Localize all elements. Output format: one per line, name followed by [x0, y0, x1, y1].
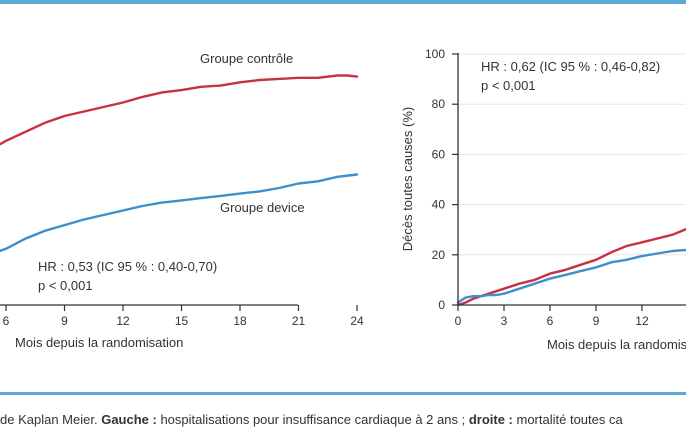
- bottom-rule: [0, 392, 686, 395]
- right-series-line-0: [456, 227, 686, 307]
- right-x-tick-label: 6: [547, 314, 554, 328]
- left-chart: 6 9 12 15 18 21 24 Mois depuis la randomisatio…: [0, 51, 364, 350]
- right-y-tick-label: 60: [432, 147, 446, 161]
- left-hr-text: HR : 0,53 (IC 95 % : 0,40-0,70): [38, 259, 217, 274]
- left-xlabel: Mois depuis la randomisation: [15, 335, 183, 350]
- right-y-tick-label: 40: [432, 198, 446, 212]
- right-chart: 0 20 40 60 80 100 0 3 6 9 12 Décès toutes causes …: [400, 47, 686, 352]
- right-y-tick-label: 20: [432, 248, 446, 262]
- right-hr-text: HR : 0,62 (IC 95 % : 0,46-0,82): [481, 59, 660, 74]
- caption-droite-label: droite :: [468, 412, 513, 427]
- figure-caption: de Kaplan Meier. Gauche : hospitalisatio…: [0, 412, 623, 427]
- left-series-line-0: [0, 74, 359, 146]
- left-x-tick-label: 24: [350, 314, 364, 328]
- caption-droite-text: mortalité toutes ca: [516, 412, 623, 427]
- right-ylabel: Décès toutes causes (%): [400, 107, 415, 252]
- caption-gauche-text: hospitalisations pour insuffisance cardi…: [160, 412, 466, 427]
- left-x-tick-label: 6: [3, 314, 10, 328]
- right-series-line-1: [456, 248, 686, 304]
- caption-lead: de Kaplan Meier.: [0, 412, 98, 427]
- right-x-tick-label: 0: [455, 314, 462, 328]
- right-p-value: p < 0,001: [481, 78, 536, 93]
- right-y-tick-label: 0: [438, 298, 445, 312]
- right-y-tick-label: 100: [425, 47, 445, 61]
- right-y-tick-label: 80: [432, 97, 446, 111]
- right-x-tick-label: 12: [635, 314, 649, 328]
- right-xlabel: Mois depuis la randomisation: [547, 337, 686, 352]
- left-x-tick-label: 21: [292, 314, 306, 328]
- left-x-tick-label: 12: [116, 314, 130, 328]
- left-legend-device: Groupe device: [220, 200, 305, 215]
- left-x-tick-label: 18: [233, 314, 247, 328]
- left-p-value: p < 0,001: [38, 278, 93, 293]
- top-rule: [0, 0, 686, 4]
- caption-gauche-label: Gauche :: [101, 412, 157, 427]
- right-x-tick-label: 9: [593, 314, 600, 328]
- charts-svg: 6 9 12 15 18 21 24 Mois depuis la randomisatio…: [0, 47, 686, 352]
- right-x-tick-label: 3: [501, 314, 508, 328]
- left-legend-controle: Groupe contrôle: [200, 51, 293, 66]
- left-x-tick-label: 9: [61, 314, 68, 328]
- left-x-tick-label: 15: [175, 314, 189, 328]
- left-series-line-1: [0, 173, 359, 253]
